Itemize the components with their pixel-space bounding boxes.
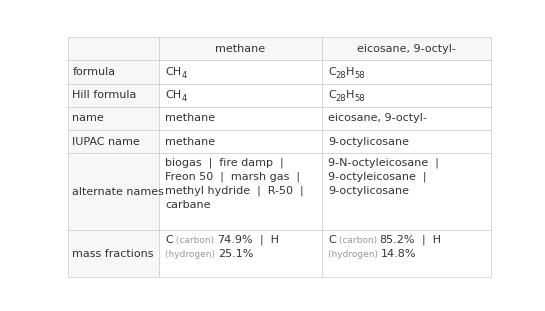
- Text: Hill formula: Hill formula: [72, 90, 137, 100]
- Text: 4: 4: [181, 94, 186, 103]
- Text: C: C: [165, 235, 173, 245]
- Text: CH: CH: [165, 90, 181, 100]
- Text: 25.1%: 25.1%: [218, 249, 253, 259]
- Bar: [159, 230, 322, 277]
- Bar: [322, 37, 490, 61]
- Text: name: name: [72, 114, 104, 123]
- Text: |  H: | H: [415, 235, 441, 245]
- Text: 4: 4: [181, 71, 186, 80]
- Bar: [68, 153, 159, 230]
- Text: IUPAC name: IUPAC name: [72, 137, 140, 146]
- Text: 74.9%: 74.9%: [217, 235, 253, 245]
- Text: 9-N-octyleicosane  |
9-octyleicosane  |
9-octylicosane: 9-N-octyleicosane | 9-octyleicosane | 9-…: [328, 157, 439, 196]
- Text: C: C: [328, 235, 336, 245]
- Text: 58: 58: [355, 94, 365, 103]
- Bar: [322, 107, 490, 130]
- Bar: [68, 130, 159, 153]
- Text: eicosane, 9-octyl-: eicosane, 9-octyl-: [356, 44, 456, 54]
- Bar: [68, 37, 159, 61]
- Text: 28: 28: [336, 71, 346, 80]
- Bar: [159, 61, 322, 84]
- Text: 28: 28: [336, 94, 346, 103]
- Text: 58: 58: [355, 71, 365, 80]
- Text: C: C: [328, 90, 336, 100]
- Text: 9-octylicosane: 9-octylicosane: [328, 137, 409, 146]
- Bar: [159, 153, 322, 230]
- Bar: [322, 84, 490, 107]
- Text: |  H: | H: [253, 235, 278, 245]
- Bar: [68, 230, 159, 277]
- Bar: [68, 84, 159, 107]
- Text: alternate names: alternate names: [72, 187, 164, 197]
- Text: formula: formula: [72, 67, 116, 77]
- Text: (carbon): (carbon): [336, 236, 380, 245]
- Bar: [159, 107, 322, 130]
- Text: methane: methane: [215, 44, 265, 54]
- Bar: [159, 130, 322, 153]
- Text: biogas  |  fire damp  |
Freon 50  |  marsh gas  |
methyl hydride  |  R-50  |
car: biogas | fire damp | Freon 50 | marsh ga…: [165, 157, 304, 210]
- Text: C: C: [328, 67, 336, 77]
- Text: (hydrogen): (hydrogen): [165, 250, 218, 259]
- Bar: [322, 230, 490, 277]
- Text: CH: CH: [165, 67, 181, 77]
- Text: eicosane, 9-octyl-: eicosane, 9-octyl-: [328, 114, 427, 123]
- Text: 14.8%: 14.8%: [381, 249, 416, 259]
- Text: (hydrogen): (hydrogen): [328, 250, 381, 259]
- Text: H: H: [346, 90, 355, 100]
- Bar: [68, 107, 159, 130]
- Text: methane: methane: [165, 137, 215, 146]
- Bar: [322, 61, 490, 84]
- Bar: [322, 130, 490, 153]
- Bar: [159, 37, 322, 61]
- Text: mass fractions: mass fractions: [72, 248, 154, 259]
- Text: methane: methane: [165, 114, 215, 123]
- Text: (carbon): (carbon): [173, 236, 217, 245]
- Bar: [322, 153, 490, 230]
- Text: 85.2%: 85.2%: [380, 235, 415, 245]
- Text: H: H: [346, 67, 355, 77]
- Bar: [159, 84, 322, 107]
- Bar: [68, 61, 159, 84]
